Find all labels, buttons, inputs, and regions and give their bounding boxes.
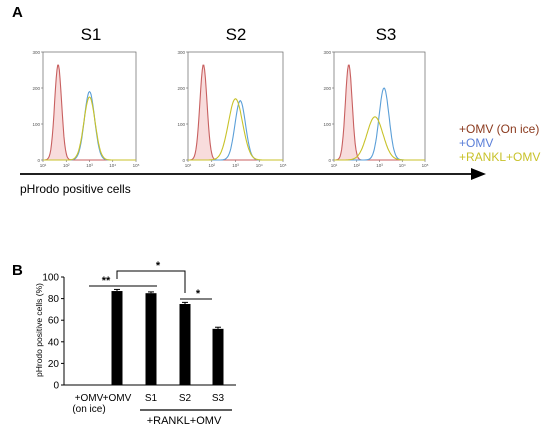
fluorescence-axis-label: pHrodo positive cells [20,182,131,196]
histogram-x-tick-label: 10⁴ [256,163,263,168]
histogram-y-tick-label: 200 [177,86,185,91]
bar-s2 [179,304,191,385]
histogram-title-s3: S3 [376,25,397,44]
histogram-legend: +OMV (On ice) +OMV +RANKL+OMV [459,122,540,164]
bar-chart: pHrodo positive cells (%) 0 20 40 60 80 100 +… [34,260,236,427]
histogram-y-tick-label: 100 [323,122,331,127]
histogram-y-tick-label: 300 [323,50,331,55]
panel-a-letter: A [12,4,23,21]
arrow-head-icon [471,168,486,180]
histogram-x-tick-label: 10⁵ [133,163,140,168]
significance-marker: ** [102,275,111,287]
histogram-x-tick-label: 10³ [232,163,239,168]
x-tick-label-s3: S3 [212,393,225,404]
histogram-x-tick-label: 10¹ [185,163,192,168]
histogram-x-tick-label: 10⁵ [280,163,287,168]
histogram-x-tick-label: 10⁵ [422,163,429,168]
bar-omv [111,291,123,385]
histogram-curve-rankl-omv [334,116,425,161]
x-tick-label-omv: +OMV [103,393,132,404]
histogram-y-tick-label: 0 [182,158,185,163]
legend-entry-omv: +OMV [459,136,493,150]
legend-entry-rankl-omv: +RANKL+OMV [459,150,540,164]
y-tick-label: 40 [48,337,60,348]
histogram-fill-omv-on-ice [43,65,136,160]
histogram-x-tick-label: 10¹ [331,163,338,168]
significance-marker: * [156,260,161,272]
histogram-x-tick-label: 10³ [376,163,383,168]
histogram-curve-rankl-omv [188,98,283,161]
x-tick-label-omv-on-ice: +OMV (on ice) [72,393,105,415]
histogram-x-tick-label: 10⁴ [109,163,116,168]
group-label: +RANKL+OMV [147,415,222,427]
significance-bracket [116,270,186,293]
histogram-y-tick-label: 100 [32,122,40,127]
histogram-y-tick-label: 200 [323,86,331,91]
y-tick-label: 0 [53,381,59,392]
histogram-y-tick-label: 0 [37,158,40,163]
histogram-x-tick-label: 10² [208,163,215,168]
bar-s1 [145,293,157,385]
significance-marker: * [196,288,201,300]
histogram-x-tick-label: 10⁴ [399,163,406,168]
histogram-fill-omv-on-ice [334,65,425,160]
histogram-x-tick-label: 10³ [86,163,93,168]
histogram-y-tick-label: 100 [177,122,185,127]
y-tick-label: 20 [48,359,60,370]
panel-b-letter: B [12,262,23,279]
histogram-fill-omv-on-ice [188,65,283,160]
histogram-y-tick-label: 0 [328,158,331,163]
histogram-x-tick-label: 10¹ [40,163,47,168]
histogram-y-tick-label: 200 [32,86,40,91]
y-tick-label: 60 [48,316,60,327]
histogram-x-tick-label: 10² [63,163,70,168]
y-tick-label: 100 [42,273,59,284]
histogram-y-tick-label: 300 [177,50,185,55]
histogram-y-tick-label: 300 [32,50,40,55]
y-tick-label: 80 [48,294,60,305]
legend-entry-on-ice: +OMV (On ice) [459,122,539,136]
histogram-x-tick-label: 10² [353,163,360,168]
bar-s3 [212,328,224,385]
histogram-title-s1: S1 [81,25,102,44]
histogram-title-s2: S2 [226,25,247,44]
y-axis-label: pHrodo positive cells (%) [34,283,44,377]
x-tick-label-s2: S2 [179,393,192,404]
x-tick-label-s1: S1 [145,393,158,404]
histogram-curve-rankl-omv [43,96,136,161]
